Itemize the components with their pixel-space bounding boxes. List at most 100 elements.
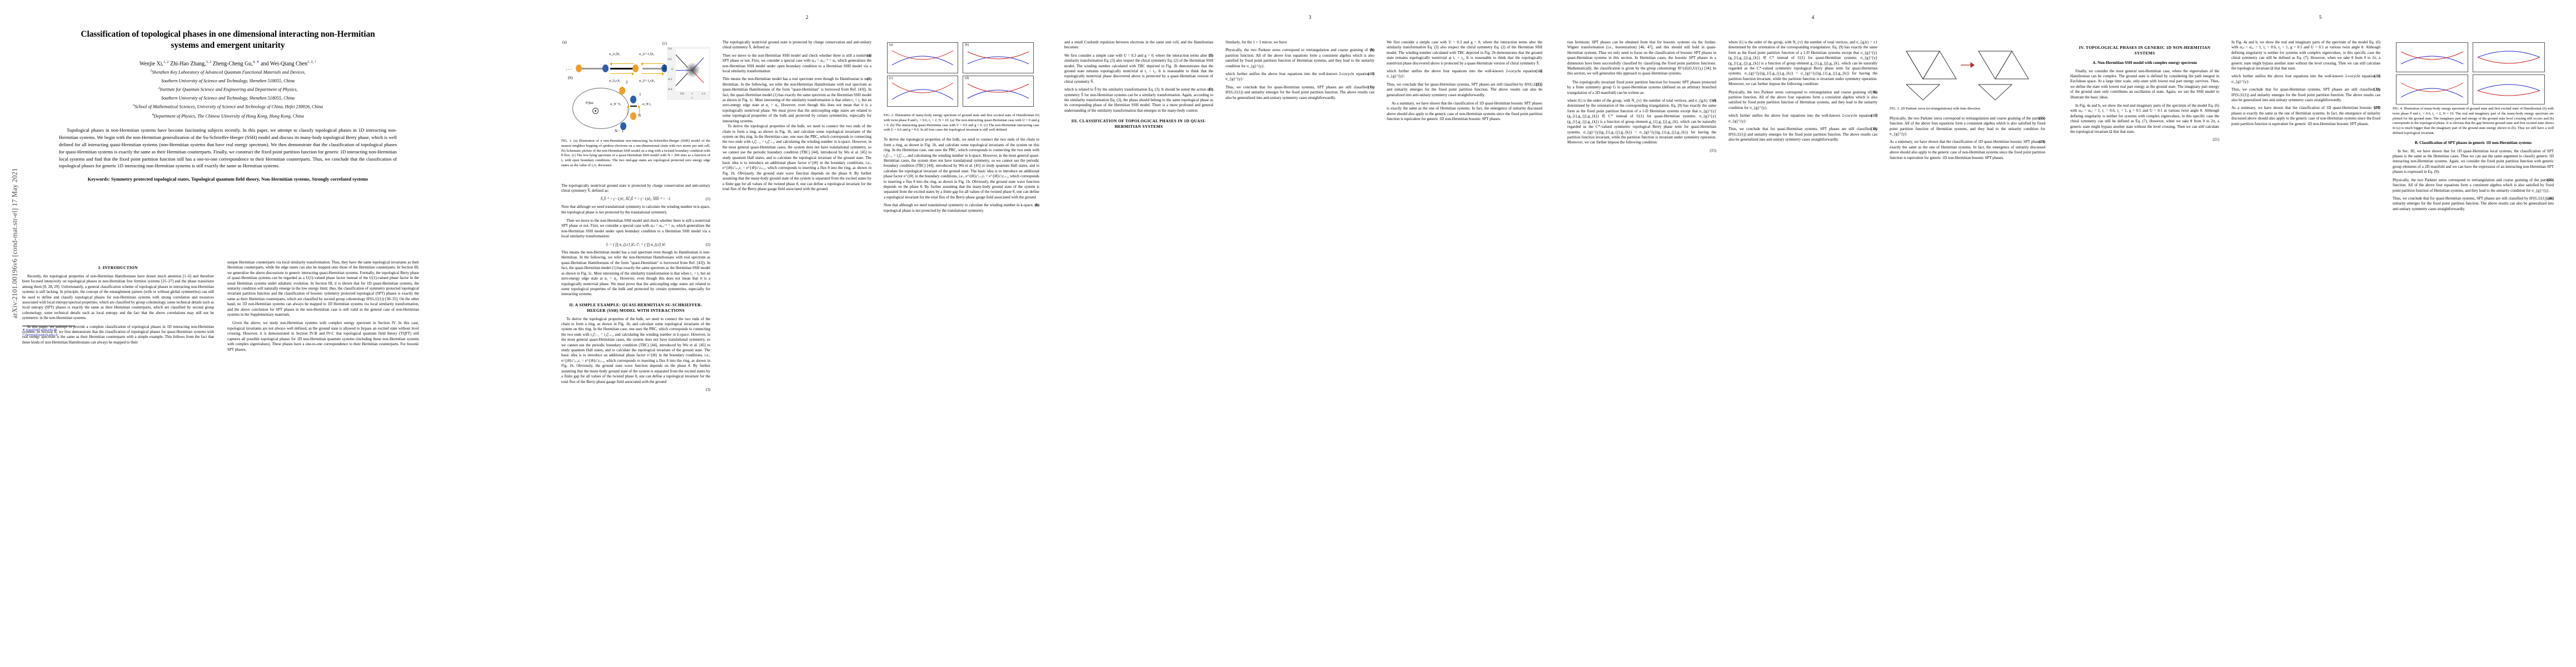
figure-4-panel-c	[2396, 74, 2468, 104]
figure-2-panel-d: (d)	[963, 76, 1034, 107]
equation-22-number: (22)	[2374, 74, 2380, 79]
paragraph: which is related to Ŝ by the similarity …	[1064, 87, 1213, 113]
ring-loop	[572, 88, 629, 129]
equation-25-number: (25)	[2547, 177, 2554, 182]
page3-column-2: Similarly, for the 1 + 3 mirror, we have…	[1225, 40, 1374, 101]
paragraph: Physically, the two Parkner zeros corres…	[1728, 89, 1877, 110]
paragraph: and a small Coulomb repulsion between el…	[1064, 40, 1213, 50]
page2-column-3: To derive the topological properties of …	[884, 137, 1039, 213]
paragraph: This means the non-Hermitian model has a…	[561, 250, 710, 297]
ring-arrow-up-icon	[638, 105, 640, 115]
ytick-0: 0	[671, 68, 673, 71]
paragraph: To derive the topological properties of …	[561, 316, 710, 384]
page-5: 5 IV. TOPOLOGICAL PHASES IN GENERIC 1D N…	[2065, 0, 2576, 667]
hop-label-t2-left: α_{i+1,l}t₂	[639, 52, 655, 56]
page1-column-1: I. INTRODUCTION Recently, the topologica…	[22, 260, 214, 352]
figure-3-graphic	[1890, 40, 2045, 107]
ytick-0.2: 0.2	[668, 58, 672, 61]
spectral-density-blob	[685, 62, 700, 78]
equation-24-number: (24)	[2374, 106, 2380, 111]
author-4: and Wei-Qiang Chen	[259, 61, 308, 67]
figure-2-label-b: (b)	[965, 43, 969, 47]
footnote-1[interactable]: ∗ zcgu@phy.cuhk.edu.hk	[22, 328, 57, 332]
paragraph: which further unifies the above four equ…	[2231, 74, 2380, 84]
keywords-label: Keywords:	[87, 176, 110, 182]
ring-site-2	[619, 87, 625, 94]
page3-column-3: We first consider a simple case with U =…	[1387, 40, 1542, 122]
section-heading-introduction: I. INTRODUCTION	[98, 265, 138, 270]
paragraph: The topologically nontrivial ground stat…	[723, 40, 871, 50]
equation-11-number: (11)	[1368, 84, 1374, 89]
title-line-1: Classification of topological phases in …	[81, 29, 375, 39]
site-a-orange-2	[632, 64, 639, 72]
figure-2-label-a: (a)	[889, 43, 893, 47]
page-number-4: 4	[1811, 14, 1815, 20]
figure-4-panel-b	[2473, 42, 2545, 72]
paragraph: Finally, we consider the most general no…	[2070, 68, 2219, 99]
abstract-text: Topological phases in non-Hermitian syst…	[59, 127, 397, 169]
paragraph: Thus, we conclude that for quasi-Hermiti…	[2231, 87, 2380, 103]
equation-9-number: (9)	[1369, 48, 1374, 53]
equation-2-number: (2)	[705, 242, 710, 247]
page2-column-2: The topologically nontrivial ground stat…	[723, 40, 871, 192]
paragraph: In Fig. 4a and b, we show the real and i…	[2070, 103, 2219, 135]
paragraph: As a summary, we have shown that the cla…	[1890, 140, 2045, 160]
page-title: Classification of topological phases in …	[33, 29, 422, 52]
figure-4-panel-d	[2473, 74, 2545, 104]
figure-2-graphic: (a) (b) (c)	[884, 40, 1034, 113]
corresponding-dagger[interactable]: †	[314, 59, 317, 64]
xaxis-label: t₁	[691, 96, 694, 99]
figure-2: (a) (b) (c)	[884, 40, 1039, 213]
figure-4-caption: FIG. 4. Illustration of many-body energy…	[2393, 107, 2554, 136]
author-list: Wenjie Xi,1, 2 Zhi-Hao Zhang,3, 2 Zheng-…	[139, 59, 317, 67]
equation-14-number: (14)	[1710, 98, 1716, 103]
equation-8-number: (8)	[1208, 87, 1213, 92]
paragraph: To derive the topological properties of …	[723, 124, 871, 191]
paragraph: which further unifies the above four equ…	[1225, 72, 1374, 82]
author-1: Wenjie Xi,	[139, 61, 163, 67]
paragraph: This means the non-Hermitian model has a…	[723, 77, 871, 123]
figure-2-panel-b: (b)	[963, 42, 1034, 73]
paragraph: Thus, we conclude that for quasi-Hermiti…	[1728, 127, 1877, 142]
ring-site-N	[630, 112, 636, 120]
ring-bond	[630, 106, 637, 107]
paragraph: We first consider a simple case with U =…	[1064, 53, 1213, 84]
page1-columns: I. INTRODUCTION Recently, the topologica…	[22, 260, 420, 352]
yaxis-label-num: E	[663, 64, 666, 69]
footnote-block: ∗ zcgu@phy.cuhk.edu.hk † chenwq@sustech.…	[22, 322, 214, 338]
ellipsis-left-icon: ···	[566, 67, 572, 72]
hop-arrow-right-2	[641, 72, 664, 76]
equation-20-number: (20)	[2039, 140, 2045, 145]
paragraph: Thus, we conclude that for quasi-Hermiti…	[1387, 82, 1542, 97]
figure-1-label-c: (c)	[662, 41, 667, 46]
corresponding-star[interactable]: ∗	[256, 59, 260, 64]
section-heading-3: III. CLASSIFICATION OF TOPOLOGICAL PHASE…	[1071, 118, 1207, 130]
paragraph: Given the above, we study non-Hermitian …	[227, 321, 419, 352]
figure-1-graphic: (a) ··· ···	[561, 40, 710, 139]
equation-18-number: (18)	[1871, 127, 1877, 132]
ring-hop-up-label: α_N t₂	[642, 102, 651, 106]
figure-3: FIG. 3. 2D Parkner zeros (re-triangulati…	[1890, 40, 2045, 161]
equation-17-number: (17)	[1871, 113, 1877, 118]
paragraph: where |G| is the order of the group, wit…	[1728, 40, 1877, 87]
figure-1-label-a: (a)	[562, 40, 567, 44]
figure-1-caption: FIG. 1. (a) Illustration of a non-Hermit…	[561, 139, 710, 168]
site-a-orange	[576, 64, 582, 72]
paragraph: unique Hermitian counterparts via local …	[227, 260, 419, 317]
ytick-n0.2: -0.2	[667, 78, 672, 81]
paragraph: The topologically nontrivial ground stat…	[561, 183, 710, 193]
page4-column-3: (19) Physically, the two Parkner zeros c…	[1890, 116, 2045, 161]
equation-26-number: (26)	[2547, 196, 2554, 201]
page-4: 4 tian fermionic SPT phases can be obtai…	[1562, 0, 2065, 667]
paragraph: Physically, the two Parkner zeros corres…	[1890, 116, 2045, 137]
figure-1-label-b: (b)	[568, 76, 573, 80]
paragraph: In this paper, we attempt to provide a c…	[22, 324, 214, 345]
footnote-2[interactable]: † chenwq@sustech.edu.cn	[22, 333, 58, 337]
paragraph: Physically, the two Parkner zeros corres…	[2393, 177, 2554, 193]
figure-2-panel-c: (c)	[887, 76, 958, 107]
subsection-heading-4b: B. Classification of SPT phases in gener…	[2414, 140, 2532, 145]
bond-weak-2	[642, 68, 666, 69]
paragraph: Thus, we conclude that for quasi-Hermiti…	[1225, 84, 1374, 100]
figure-4: FIG. 4. Illustration of many-body energy…	[2393, 40, 2554, 212]
affiliation-2b: Southern University of Science and Techn…	[161, 95, 295, 101]
